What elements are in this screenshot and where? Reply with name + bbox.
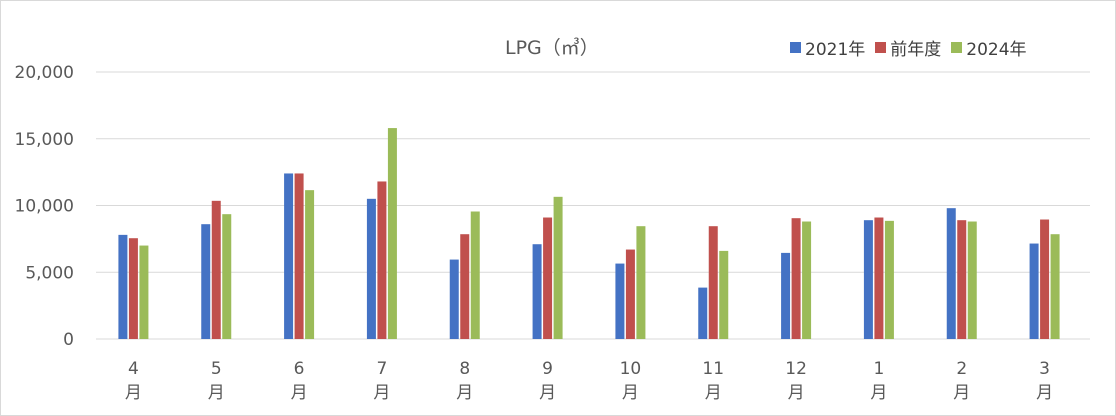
bar-series-1 [946,208,956,339]
x-tick-label: 12 月 [785,359,807,403]
chart-title: LPG（㎥） [505,37,599,59]
bar-series-3 [470,211,480,339]
y-tick-label: 0 [63,330,74,350]
y-tick-label: 20,000 [15,63,74,83]
legend: 2021年 前年度 2024年 [790,35,1027,60]
bar-series-1 [698,287,708,339]
bar-series-2 [294,173,304,339]
bar-series-3 [387,128,397,339]
bar-series-3 [636,226,646,339]
bar-series-2 [211,200,221,339]
legend-label-series-2: 前年度 [890,40,942,60]
bar-series-1 [449,259,459,339]
legend-swatch-series-3 [951,42,963,53]
x-tick-label: 11 月 [702,359,724,403]
bar-series-2 [377,181,387,339]
y-tick-label: 10,000 [15,197,74,217]
y-axis-tick-labels: 0 5,000 10,000 15,000 20,000 [15,63,74,350]
bar-series-2 [625,249,635,339]
bar-series-2 [957,220,967,339]
bar-series-2 [874,217,884,339]
bar-series-1 [366,198,376,339]
bar-series-3 [719,250,729,339]
bar-series-3 [139,245,149,339]
gridlines [96,71,1090,340]
bar-series-2 [128,238,138,339]
bars [118,128,1060,339]
legend-label-series-3: 2024年 [966,40,1027,60]
bar-series-3 [1050,234,1060,339]
x-axis-tick-labels: 4 月 5 月 6 月 7 月 8 月 9 月 10 月 11 月 12 月 1 月 2 月 3 月 [125,359,1053,403]
bar-series-2 [543,217,553,339]
legend-label-series-1: 2021年 [805,40,866,60]
bar-series-2 [791,218,801,339]
bar-series-1 [781,252,791,339]
bar-series-1 [118,234,128,339]
legend-swatch-series-2 [875,42,887,53]
bar-series-3 [222,214,232,339]
bar-series-1 [532,244,542,339]
bar-series-3 [553,196,563,339]
bar-series-1 [284,173,294,339]
bar-series-1 [1029,243,1039,339]
bar-series-1 [201,224,211,339]
bar-series-3 [305,190,315,339]
bar-series-2 [708,226,718,339]
bar-series-3 [967,221,977,339]
bar-series-3 [884,220,894,339]
y-tick-label: 15,000 [15,130,74,150]
bar-series-1 [863,220,873,339]
legend-item-series-3: 2024年 [951,35,1027,60]
bar-series-3 [802,221,812,339]
bar-series-1 [615,263,625,339]
x-tick-label: 10 月 [620,359,642,403]
legend-item-series-1: 2021年 [790,35,865,60]
bar-series-2 [460,234,470,339]
bar-series-2 [1040,219,1050,339]
legend-item-series-2: 前年度 [875,35,941,60]
y-tick-label: 5,000 [25,263,74,283]
legend-swatch-series-1 [790,42,801,53]
